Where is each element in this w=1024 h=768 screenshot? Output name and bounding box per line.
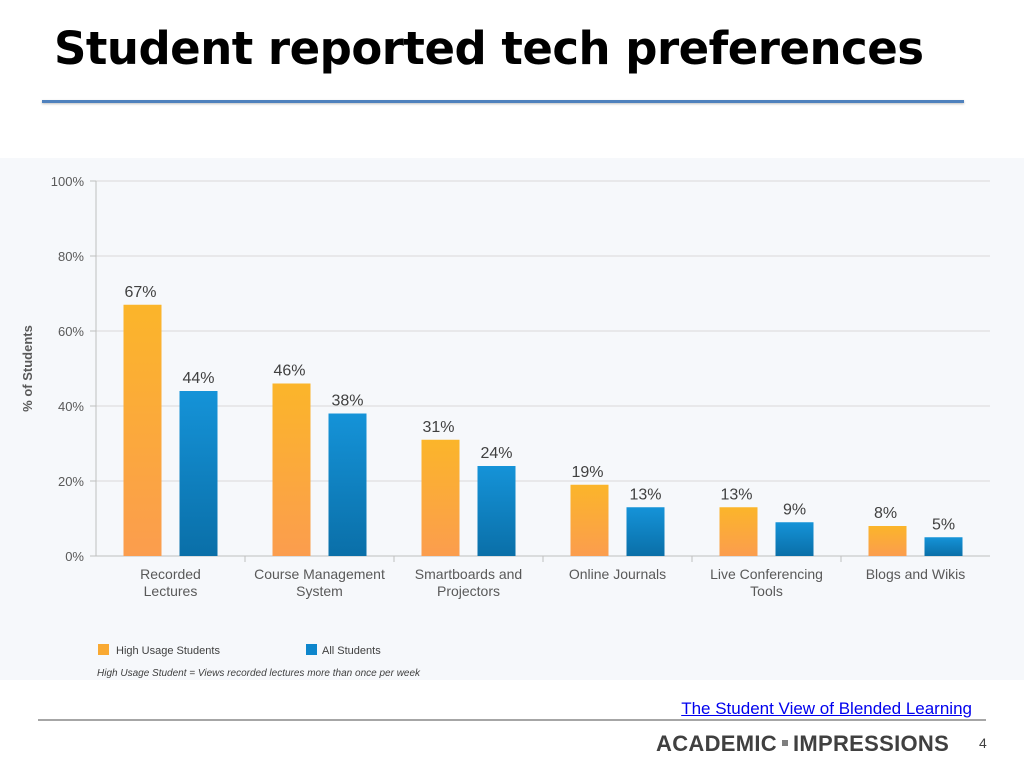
- x-tick-label: Tools: [750, 583, 783, 599]
- academic-impressions-logo: ACADEMIC IMPRESSIONS: [656, 731, 949, 757]
- bar: [627, 507, 665, 556]
- y-tick-label: 60%: [58, 324, 84, 339]
- brand-word-right: IMPRESSIONS: [793, 731, 949, 756]
- bar: [124, 305, 162, 556]
- data-label: 31%: [422, 419, 454, 436]
- x-tick-label: Online Journals: [569, 566, 666, 582]
- data-label: 19%: [571, 464, 603, 481]
- data-label: 24%: [480, 445, 512, 462]
- legend-label-high-usage: High Usage Students: [116, 645, 220, 657]
- bar: [776, 522, 814, 556]
- bar: [273, 384, 311, 557]
- brand-word-left: ACADEMIC: [656, 731, 777, 756]
- bar: [869, 526, 907, 556]
- brand-dot: [782, 740, 788, 746]
- source-link[interactable]: The Student View of Blended Learning: [681, 699, 972, 719]
- y-axis-label: % of Students: [20, 325, 35, 412]
- x-tick-label: Live Conferencing: [710, 566, 823, 582]
- x-tick-label: Course Management: [254, 566, 385, 582]
- x-tick-label: Lectures: [144, 583, 198, 599]
- bar: [720, 507, 758, 556]
- x-tick-label: Projectors: [437, 583, 500, 599]
- slide-title: Student reported tech preferences: [54, 22, 924, 75]
- bar: [478, 466, 516, 556]
- x-tick-label: Blogs and Wikis: [866, 566, 966, 582]
- bar: [422, 440, 460, 556]
- legend-label-all-students: All Students: [322, 645, 381, 657]
- chart-footnote: High Usage Student = Views recorded lect…: [97, 668, 421, 679]
- x-tick-label: System: [296, 583, 343, 599]
- footer-divider: [38, 719, 986, 721]
- x-tick-label: Recorded: [140, 566, 201, 582]
- x-tick-label: Smartboards and: [415, 566, 522, 582]
- y-tick-label: 40%: [58, 399, 84, 414]
- data-label: 8%: [874, 505, 897, 522]
- y-tick-label: 80%: [58, 249, 84, 264]
- y-tick-label: 20%: [58, 474, 84, 489]
- bar: [571, 485, 609, 556]
- data-label: 13%: [720, 486, 752, 503]
- data-label: 5%: [932, 516, 955, 533]
- bar: [925, 537, 963, 556]
- data-label: 44%: [182, 370, 214, 387]
- bar: [180, 391, 218, 556]
- data-label: 38%: [331, 393, 363, 410]
- data-label: 9%: [783, 501, 806, 518]
- legend-swatch-high-usage: [98, 644, 109, 655]
- y-tick-label: 0%: [65, 549, 84, 564]
- data-label: 67%: [124, 284, 156, 301]
- bar: [329, 414, 367, 557]
- legend-swatch-all-students: [306, 644, 317, 655]
- y-tick-label: 100%: [51, 174, 85, 189]
- data-label: 13%: [629, 486, 661, 503]
- page-number: 4: [979, 735, 987, 751]
- chart-panel: 0% 20% 40% 60% 80% 100% % of Students 67% 44% Rec…: [0, 158, 1024, 680]
- data-label: 46%: [273, 363, 305, 380]
- bar-chart: 0% 20% 40% 60% 80% 100% % of Students 67% 44% Rec…: [0, 158, 1024, 680]
- title-underline: [42, 100, 964, 103]
